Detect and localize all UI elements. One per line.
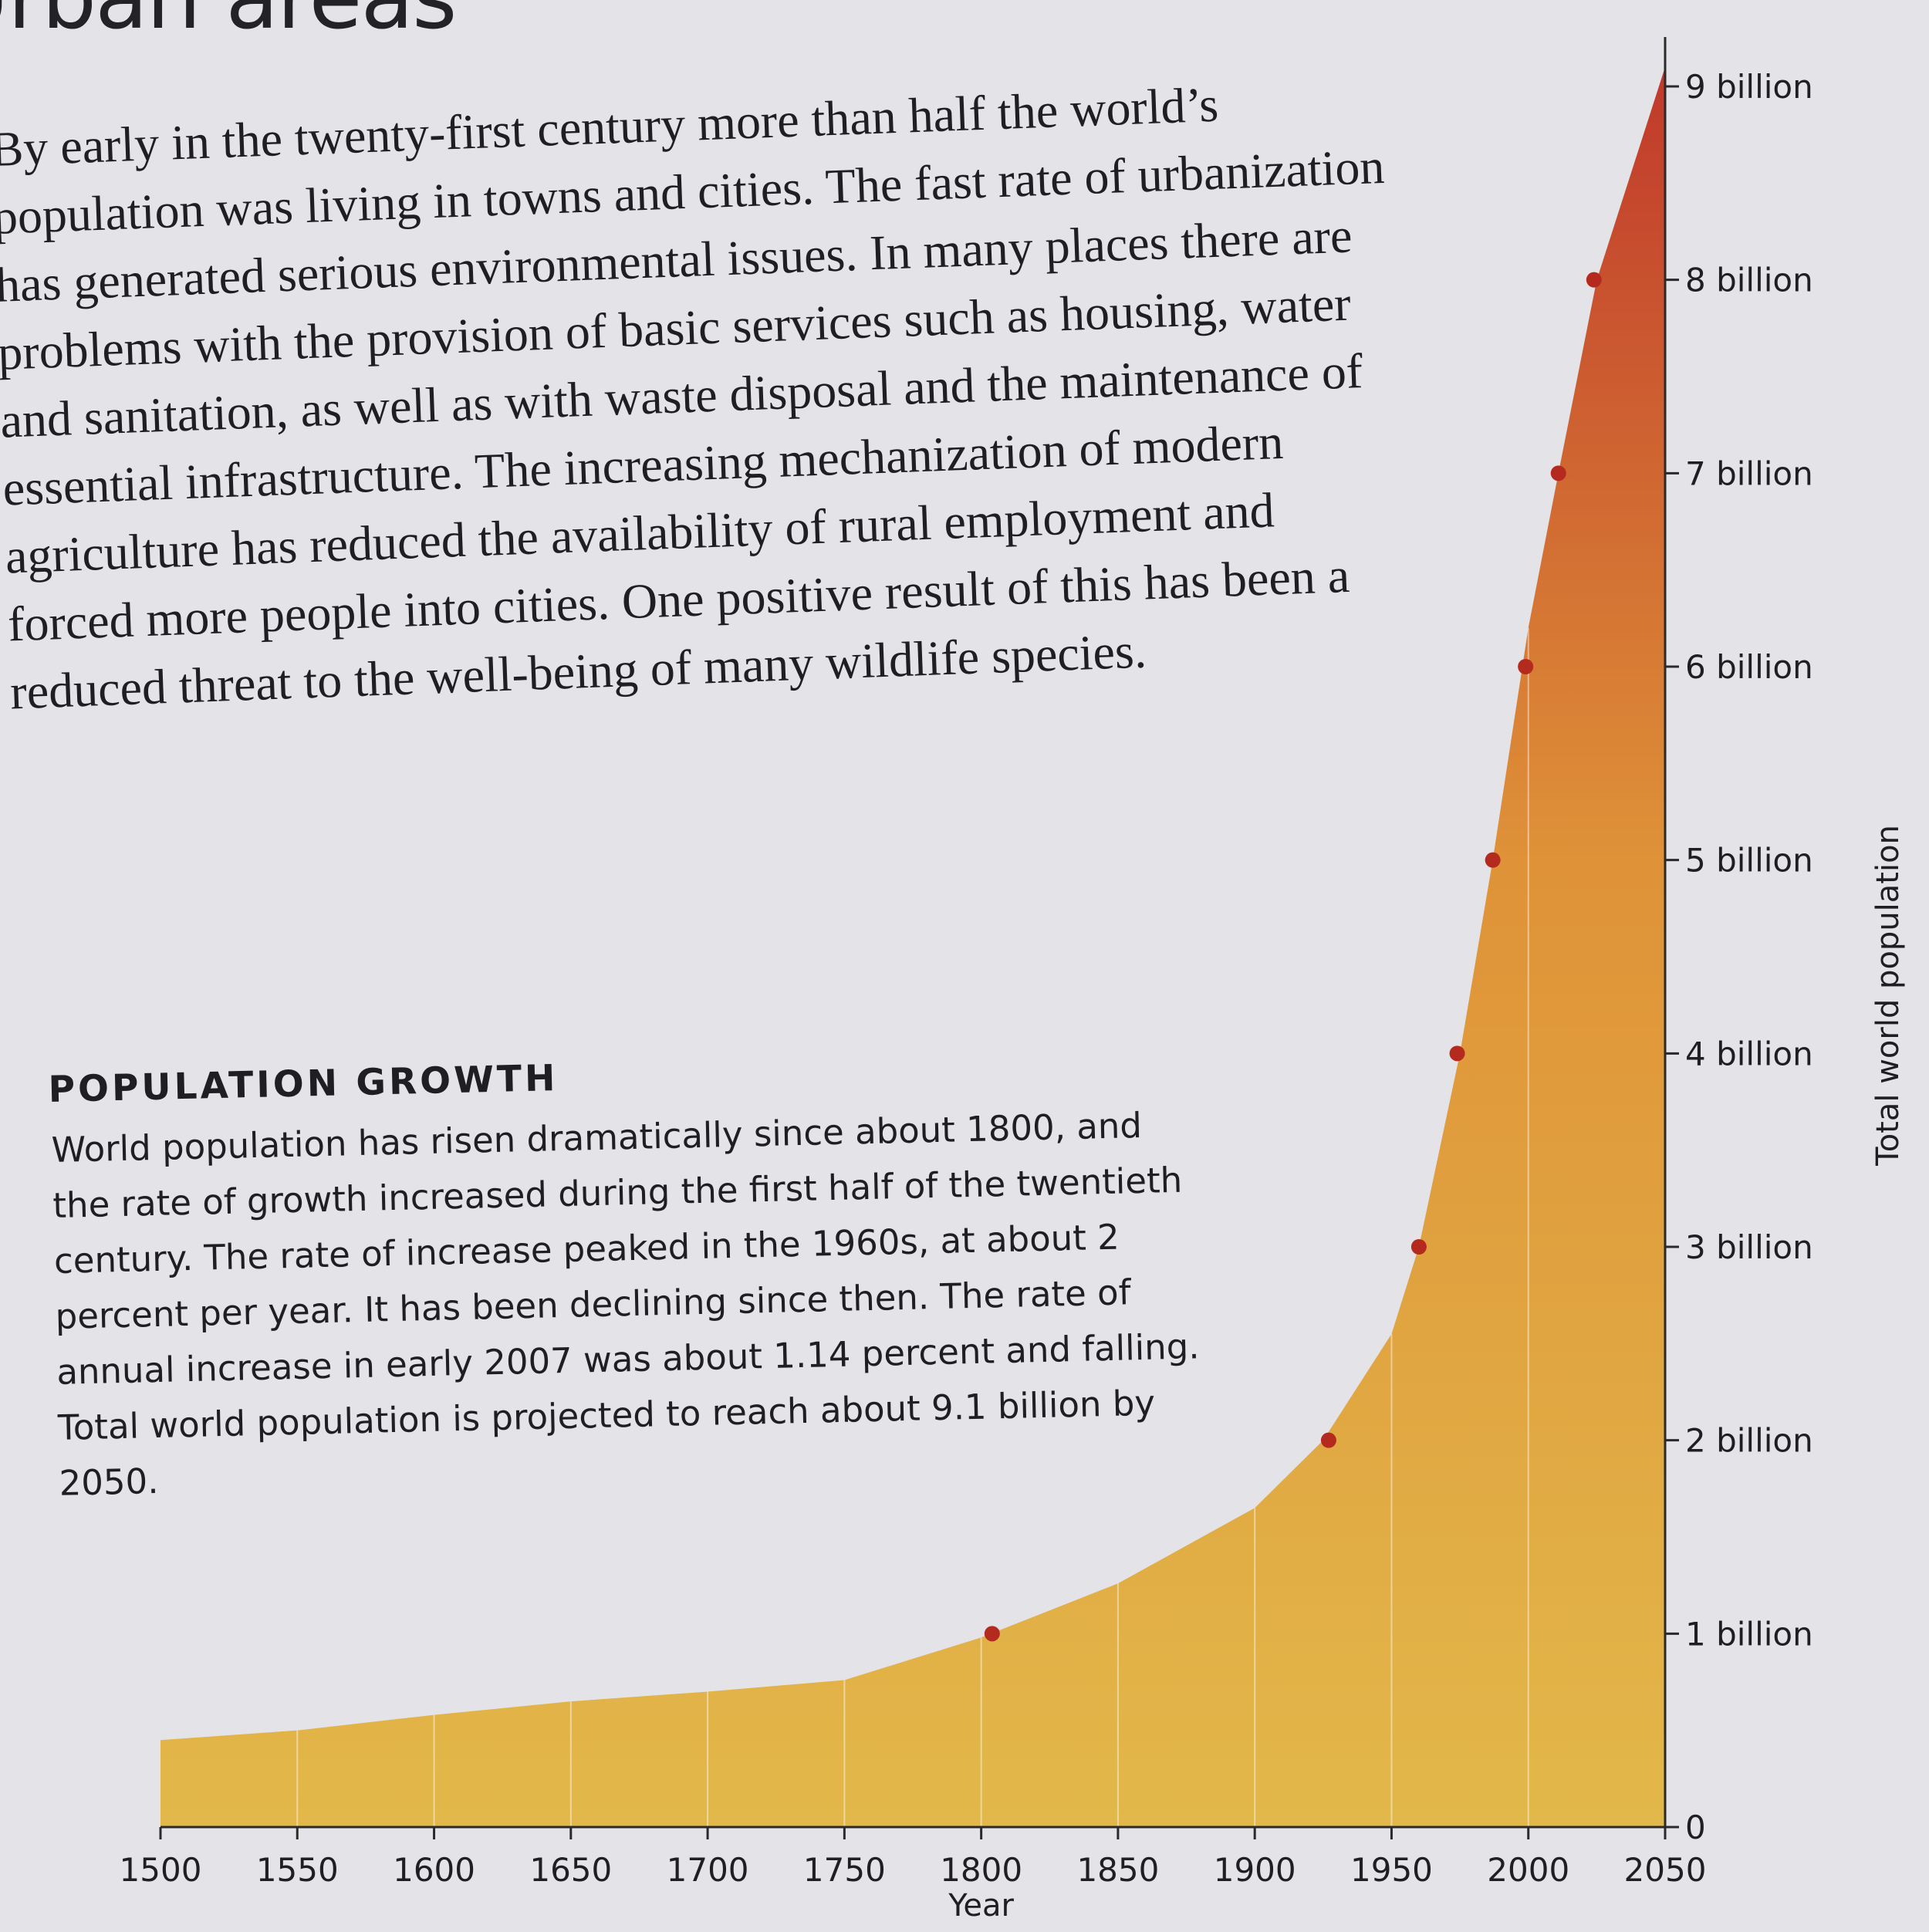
y-axis-title: Total world population bbox=[1870, 825, 1906, 1167]
population-area bbox=[160, 66, 1665, 1828]
x-tick-label: 1550 bbox=[256, 1851, 339, 1889]
y-tick-label: 1 billion bbox=[1685, 1615, 1813, 1653]
milestone-marker bbox=[1550, 465, 1566, 481]
x-tick-label: 2050 bbox=[1624, 1851, 1707, 1889]
x-tick-label: 1750 bbox=[803, 1851, 886, 1889]
x-tick-label: 1900 bbox=[1214, 1851, 1296, 1889]
x-tick-label: 1600 bbox=[393, 1851, 475, 1889]
y-tick-label: 8 billion bbox=[1685, 262, 1813, 299]
x-tick-label: 1650 bbox=[529, 1851, 612, 1889]
milestone-marker bbox=[1449, 1045, 1465, 1062]
y-tick-label: 9 billion bbox=[1685, 68, 1813, 106]
milestone-marker bbox=[1410, 1239, 1427, 1255]
y-tick-label: 6 billion bbox=[1685, 648, 1813, 686]
y-tick-label: 2 billion bbox=[1685, 1422, 1813, 1460]
milestone-marker bbox=[1485, 852, 1501, 868]
area-layer bbox=[160, 66, 1665, 1828]
y-tick-label: 3 billion bbox=[1685, 1228, 1813, 1266]
x-tick-label: 2000 bbox=[1487, 1851, 1569, 1889]
axis-layer: 1500 1550 1600 1650 1700 1750 1800 1850 1900 1950… bbox=[120, 37, 1813, 1889]
x-tick-label: 1950 bbox=[1350, 1851, 1433, 1889]
y-tick-label: 7 billion bbox=[1685, 454, 1813, 492]
x-tick-label: 1700 bbox=[667, 1851, 749, 1889]
milestone-marker bbox=[1518, 659, 1534, 674]
x-axis-title: Year bbox=[948, 1888, 1014, 1924]
y-tick-label: 0 bbox=[1685, 1809, 1706, 1846]
x-tick-label: 1850 bbox=[1076, 1851, 1159, 1889]
marker-layer bbox=[984, 272, 1602, 1642]
milestone-marker bbox=[1320, 1432, 1336, 1448]
milestone-marker bbox=[984, 1626, 1000, 1642]
x-tick-label: 1800 bbox=[940, 1851, 1022, 1889]
y-tick-label: 5 billion bbox=[1685, 842, 1813, 880]
x-tick-label: 1500 bbox=[120, 1851, 202, 1889]
y-tick-label: 4 billion bbox=[1685, 1035, 1813, 1072]
milestone-marker bbox=[1586, 272, 1602, 288]
page-heading: Urban areas bbox=[0, 0, 457, 42]
gridline-layer bbox=[296, 627, 1529, 1827]
